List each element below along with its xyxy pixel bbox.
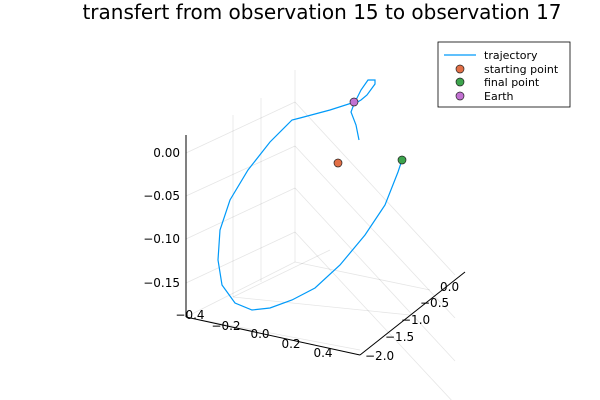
x-tick-label: 0.2 [281, 337, 300, 351]
grid-line [294, 101, 456, 276]
grid [185, 70, 456, 400]
z-tick-label: −0.15 [143, 276, 180, 290]
legend-final-point-swatch [455, 77, 465, 87]
y-axis [359, 271, 466, 356]
y-tick-label: −1.0 [401, 313, 430, 327]
x-axis [185, 316, 361, 356]
grid-line [294, 261, 431, 291]
grid-line [185, 101, 296, 154]
x-tick-label: 0.0 [250, 327, 269, 341]
x-tick-label: 0.4 [313, 346, 332, 360]
legend-label: Earth [484, 90, 514, 103]
final-point-marker [397, 155, 407, 165]
legend-label: trajectory [484, 49, 538, 62]
z-tick-label: −0.05 [143, 189, 180, 203]
grid-line [185, 261, 296, 318]
legend-label: final point [484, 76, 540, 89]
z-tick-label: −0.10 [143, 232, 180, 246]
y-tick-label: −0.5 [420, 296, 449, 310]
legend-earth-swatch [455, 91, 465, 101]
trajectory-line [217, 79, 403, 311]
y-tick-label: −2.0 [365, 349, 394, 363]
grid-line [185, 187, 296, 240]
grid-line [294, 187, 456, 362]
chart-title: transfert from observation 15 to observa… [82, 0, 561, 24]
grid-line [294, 145, 456, 319]
earth-marker [349, 97, 359, 107]
legend: trajectory starting point final point Ea… [437, 41, 571, 108]
starting-point-marker [333, 158, 343, 168]
grid-line [232, 249, 331, 298]
grid-line [294, 231, 452, 400]
grid-line [185, 316, 361, 351]
y-tick-label: −1.5 [385, 330, 414, 344]
legend-starting-point-swatch [455, 64, 465, 74]
grid-line [185, 231, 296, 284]
legend-label: starting point [484, 63, 559, 76]
y-tick-label: 0.0 [440, 280, 459, 294]
z-tick-label: 0.00 [153, 146, 180, 160]
x-tick-label: −0.2 [211, 319, 240, 333]
grid-line [232, 296, 411, 316]
grid-line [185, 145, 296, 197]
x-tick-label: −0.4 [175, 308, 204, 322]
